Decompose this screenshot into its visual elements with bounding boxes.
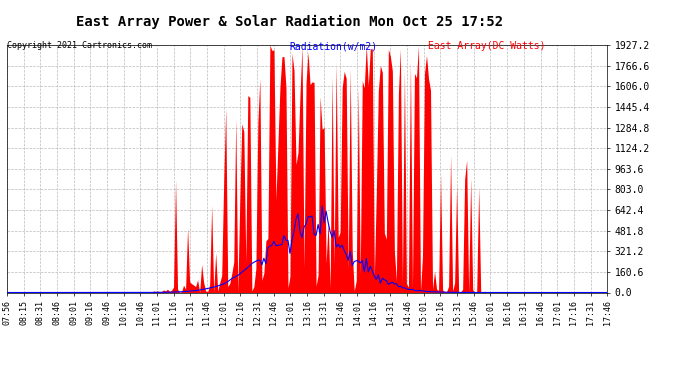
Text: East Array(DC Watts): East Array(DC Watts) [428, 41, 545, 51]
Text: Radiation(w/m2): Radiation(w/m2) [290, 41, 378, 51]
Text: Copyright 2021 Cartronics.com: Copyright 2021 Cartronics.com [7, 41, 152, 50]
Text: East Array Power & Solar Radiation Mon Oct 25 17:52: East Array Power & Solar Radiation Mon O… [76, 15, 504, 29]
